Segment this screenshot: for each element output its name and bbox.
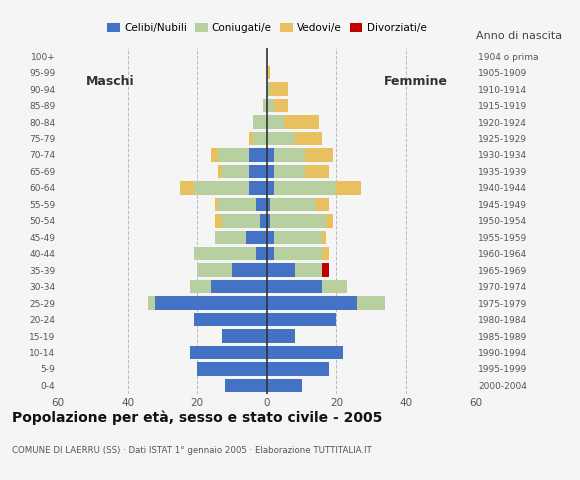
Bar [274,165,305,178]
Bar [267,362,329,376]
Bar [270,83,288,96]
Bar [295,264,322,277]
Bar [267,181,274,194]
Bar [249,132,253,145]
Bar [267,165,274,178]
Bar [197,362,267,376]
Bar [180,181,194,194]
Bar [267,214,270,228]
Bar [357,296,385,310]
Bar [253,132,267,145]
Bar [322,280,347,293]
Bar [155,296,267,310]
Bar [232,264,267,277]
Bar [267,346,343,359]
Bar [322,247,329,261]
Bar [256,247,267,261]
Bar [267,230,274,244]
Text: Maschi: Maschi [86,75,135,88]
Legend: Celibi/Nubili, Coniugati/e, Vedovi/e, Divorziati/e: Celibi/Nubili, Coniugati/e, Vedovi/e, Di… [103,19,430,37]
Bar [215,198,218,211]
Bar [267,280,322,293]
Text: Femmine: Femmine [384,75,448,88]
Bar [263,99,267,112]
Bar [274,148,305,162]
Bar [267,198,270,211]
Bar [211,148,218,162]
Bar [211,280,267,293]
Bar [218,198,256,211]
Bar [305,165,329,178]
Bar [270,214,326,228]
Bar [322,264,329,277]
Bar [267,99,274,112]
Bar [253,115,267,129]
Bar [249,181,267,194]
Bar [267,313,336,326]
Bar [190,280,211,293]
Bar [274,247,322,261]
Bar [267,379,302,392]
Bar [249,148,267,162]
Bar [267,83,270,96]
Bar [222,165,249,178]
Bar [194,247,256,261]
Bar [194,181,249,194]
Bar [267,66,270,79]
Text: COMUNE DI LAERRU (SS) · Dati ISTAT 1° gennaio 2005 · Elaborazione TUTTITALIA.IT: COMUNE DI LAERRU (SS) · Dati ISTAT 1° ge… [12,446,371,456]
Bar [256,198,267,211]
Bar [267,296,357,310]
Bar [225,379,267,392]
Bar [267,247,274,261]
Bar [197,264,232,277]
Bar [249,165,267,178]
Bar [222,214,260,228]
Bar [274,181,336,194]
Bar [305,148,333,162]
Bar [267,132,295,145]
Bar [295,132,322,145]
Text: Anno di nascita: Anno di nascita [476,31,561,41]
Bar [148,296,155,310]
Bar [326,214,333,228]
Bar [267,115,284,129]
Bar [336,181,361,194]
Bar [215,230,246,244]
Bar [246,230,267,244]
Bar [316,198,329,211]
Text: Popolazione per età, sesso e stato civile - 2005: Popolazione per età, sesso e stato civil… [12,410,382,425]
Bar [190,346,267,359]
Bar [218,148,249,162]
Bar [274,99,288,112]
Bar [267,329,295,343]
Bar [322,230,326,244]
Bar [218,165,222,178]
Bar [274,230,322,244]
Bar [284,115,319,129]
Bar [267,264,295,277]
Bar [267,148,274,162]
Bar [260,214,267,228]
Bar [222,329,267,343]
Bar [270,198,316,211]
Bar [215,214,222,228]
Bar [194,313,267,326]
